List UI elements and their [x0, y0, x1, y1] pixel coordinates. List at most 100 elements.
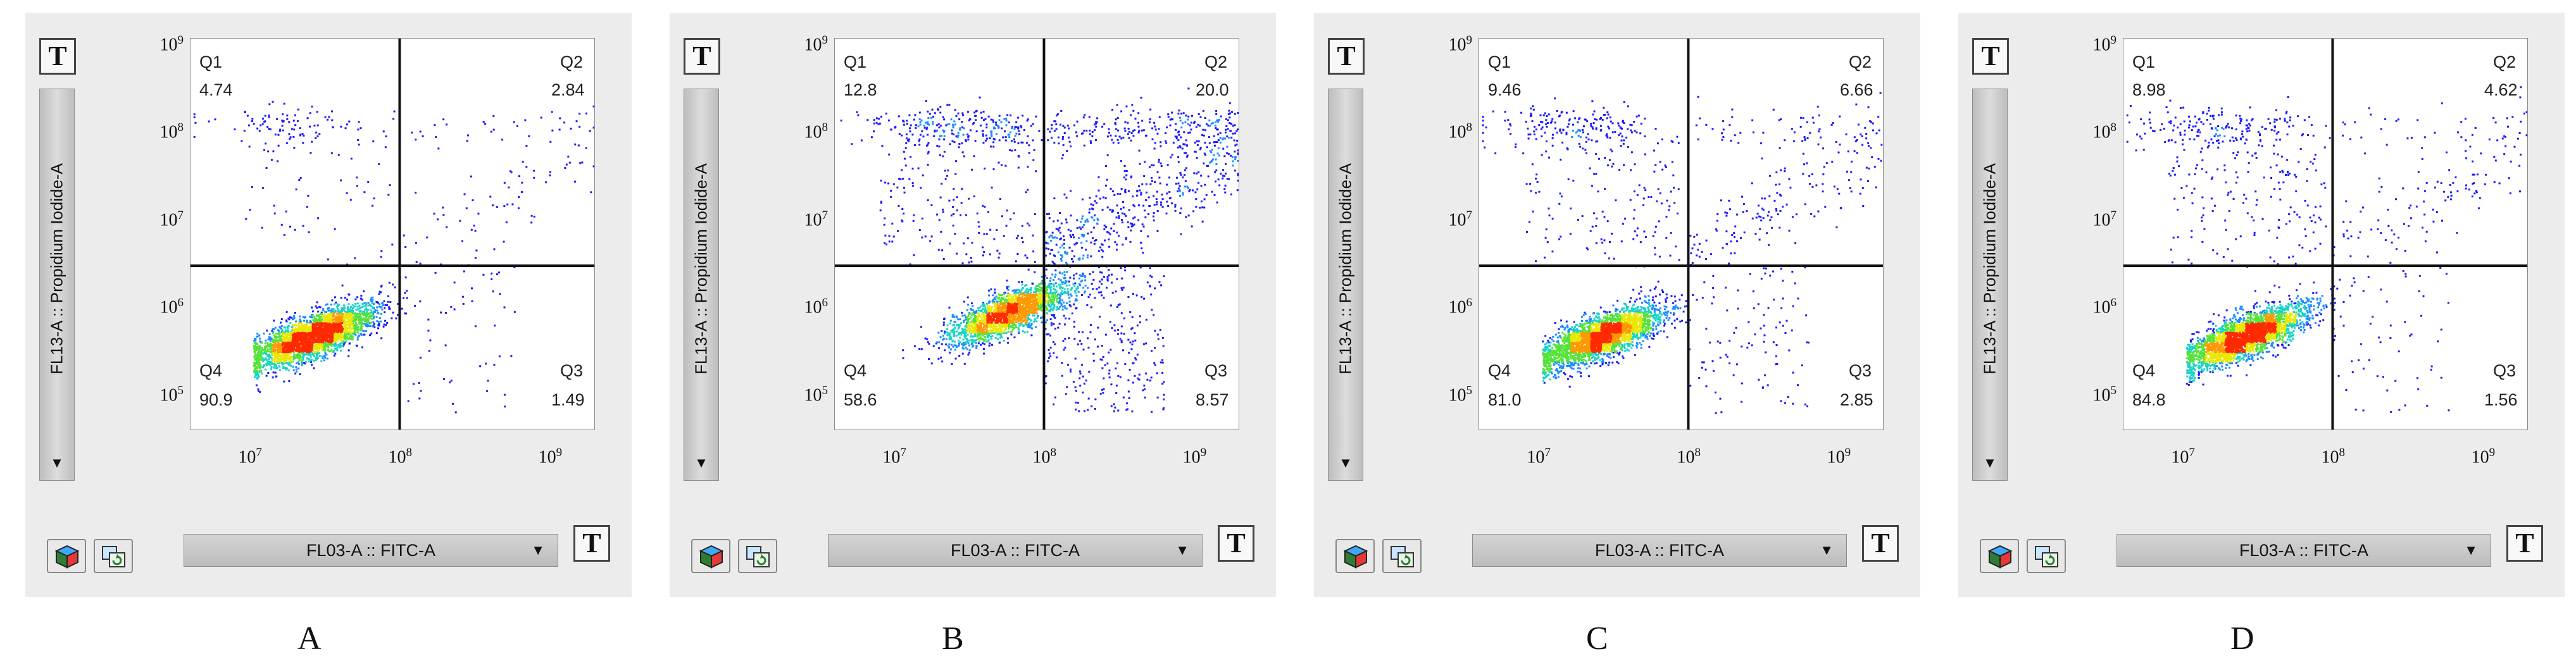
- event-dot: [1082, 223, 1085, 226]
- event-dot: [351, 338, 354, 341]
- event-dot: [281, 120, 284, 122]
- event-dot: [275, 353, 278, 356]
- event-dot: [344, 297, 346, 299]
- event-dot: [256, 371, 258, 374]
- event-dot: [1021, 225, 1023, 227]
- event-dot: [266, 355, 269, 357]
- event-dot: [276, 118, 278, 120]
- event-dot: [1144, 135, 1147, 137]
- event-dot: [1018, 281, 1020, 283]
- event-dot: [1010, 218, 1012, 221]
- event-dot: [360, 328, 362, 330]
- event-dot: [885, 243, 888, 245]
- event-dot: [1056, 114, 1058, 117]
- event-dot: [440, 311, 442, 314]
- event-dot: [1020, 141, 1023, 144]
- event-dot: [1174, 206, 1177, 208]
- event-dot: [341, 335, 344, 337]
- event-dot: [1052, 261, 1054, 264]
- y-axis-transform-button[interactable]: T: [39, 38, 76, 75]
- event-dot: [384, 319, 387, 322]
- event-dot: [917, 125, 920, 128]
- event-dot: [322, 308, 325, 311]
- event-dot: [461, 295, 464, 298]
- event-dot: [993, 238, 996, 240]
- event-dot: [1055, 228, 1058, 230]
- x-axis-transform-button[interactable]: T: [1218, 525, 1254, 562]
- event-dot: [355, 319, 358, 321]
- event-dot: [971, 242, 973, 244]
- cube-view-button[interactable]: [47, 539, 86, 573]
- event-dot: [913, 345, 916, 347]
- event-dot: [1193, 120, 1196, 123]
- x-axis-parameter-selector[interactable]: FL03-A :: FITC-A ▼: [184, 534, 558, 567]
- event-dot: [1117, 235, 1120, 237]
- event-dot: [297, 330, 300, 332]
- event-dot: [363, 318, 366, 321]
- event-dot: [279, 346, 282, 349]
- event-dot: [321, 355, 323, 357]
- event-dot: [337, 304, 340, 306]
- event-dot: [936, 341, 939, 343]
- y-axis-transform-button[interactable]: T: [684, 38, 720, 75]
- event-dot: [903, 151, 905, 153]
- event-dot: [285, 344, 287, 347]
- event-dot: [308, 346, 311, 349]
- event-dot: [1150, 376, 1153, 379]
- scatter-plot-area[interactable]: Q1 12.8 Q2 20.0 Q3 8.57 Q4 58.6: [834, 38, 1239, 430]
- gate-refresh-button[interactable]: [94, 539, 133, 573]
- event-dot: [1073, 255, 1076, 257]
- cube-view-button[interactable]: [691, 539, 730, 573]
- event-dot: [1111, 139, 1113, 141]
- event-dot: [1229, 112, 1232, 114]
- event-dot: [429, 339, 432, 342]
- event-dot: [1120, 137, 1123, 140]
- x-axis-transform-button[interactable]: T: [573, 525, 610, 562]
- y-axis-parameter-selector[interactable]: FL13-A :: Propidium Iodide-A ▼: [39, 89, 75, 481]
- event-dot: [1084, 285, 1087, 287]
- event-dot: [1027, 135, 1029, 137]
- event-dot: [1063, 132, 1066, 135]
- event-dot: [256, 345, 258, 348]
- event-dot: [288, 318, 291, 321]
- event-dot: [1141, 296, 1143, 299]
- event-dot: [942, 335, 944, 337]
- event-dot: [303, 340, 305, 342]
- event-dot: [1186, 156, 1189, 158]
- event-dot: [367, 181, 370, 183]
- event-dot: [1152, 215, 1154, 218]
- event-dot: [316, 124, 319, 127]
- event-dot: [913, 118, 916, 121]
- event-dot: [1075, 307, 1077, 310]
- event-dot: [259, 364, 262, 366]
- event-dot: [924, 337, 927, 340]
- event-dot: [957, 132, 960, 134]
- event-dot: [1004, 292, 1006, 294]
- event-dot: [1132, 204, 1135, 206]
- event-dot: [1020, 126, 1023, 128]
- event-dot: [1131, 316, 1134, 318]
- event-dot: [1217, 133, 1220, 136]
- event-dot: [980, 111, 982, 114]
- event-dot: [1086, 304, 1089, 306]
- scatter-plot-area[interactable]: Q1 4.74 Q2 2.84 Q3 1.49 Q4 90.9: [190, 38, 595, 430]
- event-dot: [975, 114, 977, 117]
- event-dot: [289, 359, 292, 361]
- y-axis-parameter-selector[interactable]: FL13-A :: Propidium Iodide-A ▼: [684, 89, 719, 481]
- event-dot: [1011, 149, 1013, 152]
- event-dot: [288, 345, 291, 348]
- event-dot: [266, 342, 269, 344]
- event-dot: [982, 348, 985, 350]
- event-dot: [968, 197, 970, 200]
- gate-refresh-button[interactable]: [738, 539, 777, 573]
- event-dot: [1058, 272, 1061, 275]
- event-dot: [997, 127, 1000, 129]
- event-dot: [1128, 137, 1130, 139]
- event-dot: [327, 318, 330, 320]
- event-dot: [1174, 209, 1177, 212]
- x-axis-parameter-selector[interactable]: FL03-A :: FITC-A ▼: [828, 534, 1203, 567]
- event-dot: [272, 359, 274, 361]
- event-dot: [946, 175, 948, 177]
- event-dot: [278, 334, 280, 337]
- event-dot: [978, 225, 980, 228]
